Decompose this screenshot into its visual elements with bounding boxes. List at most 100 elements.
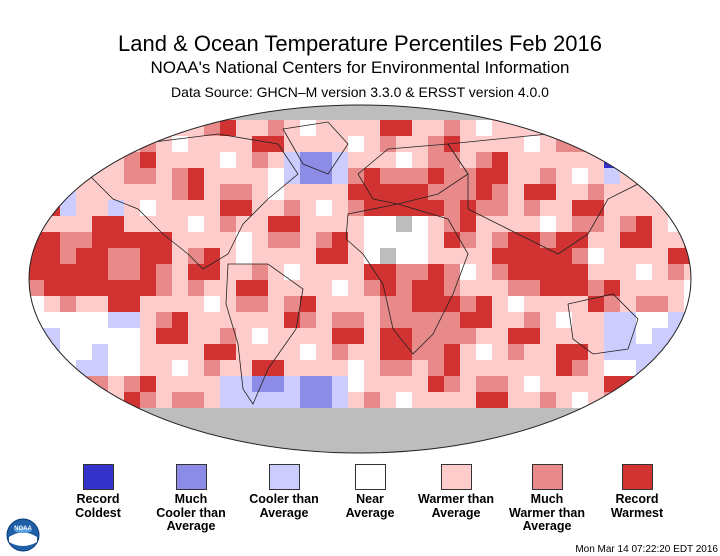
grid-cell-warmer bbox=[556, 152, 572, 168]
grid-cell-missing bbox=[284, 440, 300, 453]
grid-cell-much-warmer bbox=[444, 168, 460, 184]
grid-cell-record-warmest bbox=[444, 296, 460, 312]
grid-cell-warmer bbox=[460, 120, 476, 136]
grid-cell-record-warmest bbox=[556, 248, 572, 264]
grid-cell-record-warmest bbox=[412, 200, 428, 216]
grid-cell-missing bbox=[332, 440, 348, 453]
grid-cell-warmer bbox=[508, 312, 524, 328]
grid-cell-warmer bbox=[252, 120, 268, 136]
grid-cell-much-warmer bbox=[444, 312, 460, 328]
grid-cell-missing bbox=[252, 408, 268, 424]
grid-cell-record-warmest bbox=[444, 232, 460, 248]
grid-cell-record-warmest bbox=[524, 184, 540, 200]
grid-cell-warmer bbox=[268, 248, 284, 264]
grid-cell-warmer bbox=[604, 120, 620, 136]
grid-cell-warmer bbox=[204, 152, 220, 168]
grid-cell-missing bbox=[44, 408, 60, 424]
grid-cell-much-warmer bbox=[428, 184, 444, 200]
grid-cell-warmer bbox=[492, 120, 508, 136]
grid-cell-warmer bbox=[380, 392, 396, 408]
grid-cell-near bbox=[652, 312, 668, 328]
grid-cell-missing bbox=[316, 408, 332, 424]
grid-cell-record-warmest bbox=[572, 280, 588, 296]
grid-cell-missing bbox=[188, 105, 204, 120]
grid-cell-missing bbox=[140, 440, 156, 453]
grid-cell-missing bbox=[652, 424, 668, 440]
grid-cell-missing bbox=[108, 440, 124, 453]
grid-cell-much-warmer bbox=[60, 232, 76, 248]
grid-cell-much-warmer bbox=[668, 264, 684, 280]
grid-cell-warmer bbox=[476, 232, 492, 248]
grid-cell-near bbox=[684, 344, 691, 360]
grid-cell-missing bbox=[92, 424, 108, 440]
grid-cell-missing bbox=[188, 440, 204, 453]
grid-cell-much-warmer bbox=[444, 328, 460, 344]
grid-cell-missing bbox=[172, 424, 188, 440]
grid-cell-warmer bbox=[316, 184, 332, 200]
grid-cell-record-warmest bbox=[524, 232, 540, 248]
grid-cell-cooler bbox=[620, 328, 636, 344]
grid-cell-warmer bbox=[636, 136, 652, 152]
grid-cell-cooler bbox=[604, 312, 620, 328]
grid-cell-record-warmest bbox=[188, 184, 204, 200]
grid-cell-near bbox=[348, 360, 364, 376]
grid-cell-warmer bbox=[444, 392, 460, 408]
grid-cell-warmer bbox=[412, 152, 428, 168]
grid-cell-missing bbox=[60, 440, 76, 453]
grid-cell-record-warmest bbox=[540, 248, 556, 264]
grid-cell-cooler bbox=[92, 344, 108, 360]
grid-cell-record-warmest bbox=[540, 280, 556, 296]
grid-cell-record-warmest bbox=[668, 152, 684, 168]
grid-cell-warmer bbox=[188, 376, 204, 392]
grid-cell-missing bbox=[348, 408, 364, 424]
grid-cell-record-warmest bbox=[428, 376, 444, 392]
grid-cell-warmer bbox=[332, 184, 348, 200]
grid-cell-record-warmest bbox=[140, 248, 156, 264]
grid-cell-warmer bbox=[348, 392, 364, 408]
grid-cell-warmer bbox=[236, 264, 252, 280]
grid-cell-much-warmer bbox=[572, 136, 588, 152]
grid-cell-record-warmest bbox=[156, 232, 172, 248]
grid-cell-record-warmest bbox=[636, 216, 652, 232]
grid-cell-missing bbox=[236, 424, 252, 440]
grid-cell-warmer bbox=[220, 312, 236, 328]
grid-cell-missing bbox=[428, 440, 444, 453]
grid-cell-warmer bbox=[252, 248, 268, 264]
grid-cell-warmer bbox=[108, 168, 124, 184]
grid-cell-warmer bbox=[684, 264, 691, 280]
grid-cell-near bbox=[92, 312, 108, 328]
grid-cell-near bbox=[364, 248, 380, 264]
grid-cell-much-warmer bbox=[412, 264, 428, 280]
greenland-outline bbox=[282, 121, 349, 175]
grid-cell-much-cooler bbox=[300, 168, 316, 184]
grid-cell-warmer bbox=[684, 184, 691, 200]
grid-cell-much-warmer bbox=[476, 376, 492, 392]
grid-cell-warmer bbox=[252, 216, 268, 232]
grid-cell-record-warmest bbox=[108, 280, 124, 296]
grid-cell-warmer bbox=[268, 312, 284, 328]
grid-cell-record-warmest bbox=[252, 136, 268, 152]
grid-cell-warmer bbox=[284, 280, 300, 296]
grid-cell-cooler bbox=[684, 360, 691, 376]
grid-cell-warmer bbox=[428, 248, 444, 264]
legend-label-near: Near Average bbox=[345, 492, 395, 520]
grid-cell-warmer bbox=[172, 120, 188, 136]
grid-cell-record-warmest bbox=[572, 120, 588, 136]
grid-cell-much-warmer bbox=[124, 152, 140, 168]
grid-cell-near bbox=[364, 232, 380, 248]
grid-cell-record-warmest bbox=[204, 264, 220, 280]
grid-cell-much-warmer bbox=[428, 344, 444, 360]
grid-cell-record-warmest bbox=[44, 248, 60, 264]
legend-label-warmer: Warmer than Average bbox=[418, 492, 494, 520]
grid-cell-near bbox=[124, 360, 140, 376]
grid-cell-warmer bbox=[588, 232, 604, 248]
grid-cell-record-warmest bbox=[412, 280, 428, 296]
grid-cell-warmer bbox=[556, 216, 572, 232]
grid-cell-record-warmest bbox=[684, 248, 691, 264]
grid-cell-warmer bbox=[220, 136, 236, 152]
grid-cell-missing bbox=[268, 408, 284, 424]
grid-cell-record-warmest bbox=[332, 328, 348, 344]
grid-cell-warmer bbox=[668, 280, 684, 296]
grid-cell-warmer bbox=[236, 344, 252, 360]
grid-cell-much-warmer bbox=[220, 184, 236, 200]
